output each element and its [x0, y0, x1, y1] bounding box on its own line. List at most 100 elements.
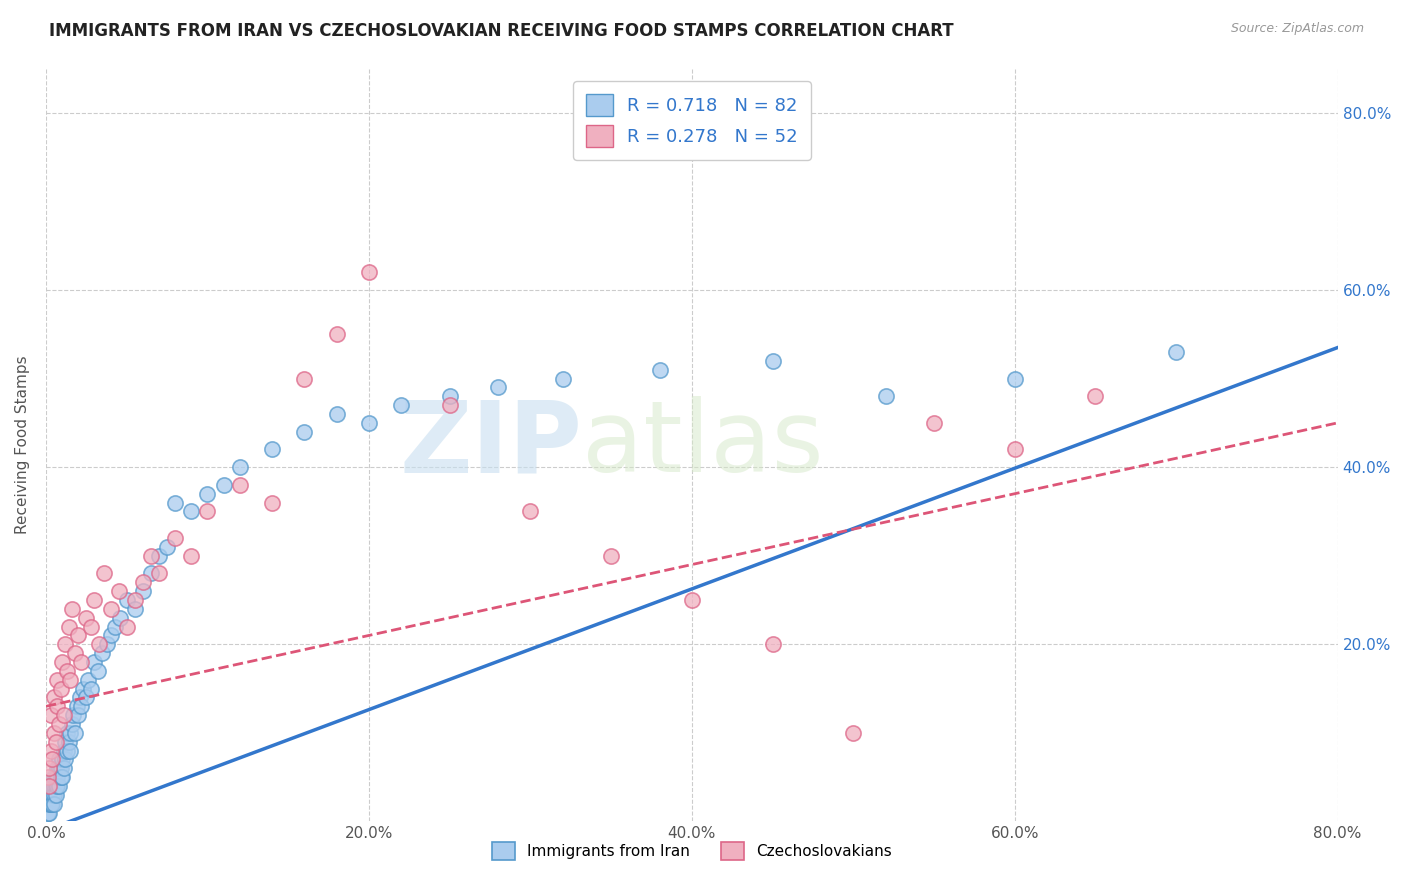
Point — [46, 673, 69, 687]
Point — [260, 495, 283, 509]
Point — [842, 726, 865, 740]
Point — [52, 708, 75, 723]
Point — [41, 788, 63, 802]
Point — [104, 619, 127, 633]
Legend: R = 0.718   N = 82, R = 0.278   N = 52: R = 0.718 N = 82, R = 0.278 N = 52 — [574, 81, 810, 160]
Point — [56, 743, 79, 757]
Point — [89, 637, 111, 651]
Point — [38, 805, 60, 820]
Point — [761, 354, 783, 368]
Point — [56, 726, 79, 740]
Point — [132, 584, 155, 599]
Point — [67, 628, 90, 642]
Point — [212, 478, 235, 492]
Point — [139, 566, 162, 581]
Point — [51, 655, 73, 669]
Point — [38, 797, 60, 811]
Point — [156, 540, 179, 554]
Point — [761, 637, 783, 651]
Point — [93, 566, 115, 581]
Point — [100, 602, 122, 616]
Point — [41, 797, 63, 811]
Point — [46, 761, 69, 775]
Point — [439, 389, 461, 403]
Point — [53, 752, 76, 766]
Point — [52, 761, 75, 775]
Point — [39, 797, 62, 811]
Point — [39, 743, 62, 757]
Point — [42, 779, 65, 793]
Point — [148, 549, 170, 563]
Point — [39, 779, 62, 793]
Point — [115, 619, 138, 633]
Point — [38, 797, 60, 811]
Point — [75, 611, 97, 625]
Point — [37, 797, 59, 811]
Point — [70, 699, 93, 714]
Point — [115, 593, 138, 607]
Point — [48, 752, 70, 766]
Point — [325, 327, 347, 342]
Text: ZIP: ZIP — [399, 396, 582, 493]
Point — [46, 779, 69, 793]
Point — [38, 788, 60, 802]
Point — [80, 619, 103, 633]
Point — [100, 628, 122, 642]
Point — [165, 531, 187, 545]
Point — [45, 770, 67, 784]
Point — [91, 646, 114, 660]
Point — [69, 690, 91, 705]
Point — [1004, 442, 1026, 457]
Point — [1004, 371, 1026, 385]
Point — [648, 362, 671, 376]
Point — [77, 673, 100, 687]
Point — [53, 735, 76, 749]
Point — [37, 770, 59, 784]
Point — [48, 761, 70, 775]
Point — [107, 584, 129, 599]
Point — [59, 673, 82, 687]
Point — [41, 779, 63, 793]
Point — [58, 619, 80, 633]
Point — [45, 779, 67, 793]
Point — [60, 717, 83, 731]
Point — [83, 593, 105, 607]
Point — [389, 398, 412, 412]
Point — [124, 593, 146, 607]
Point — [260, 442, 283, 457]
Y-axis label: Receiving Food Stamps: Receiving Food Stamps — [15, 356, 30, 534]
Point — [48, 717, 70, 731]
Point — [1084, 389, 1107, 403]
Point — [551, 371, 574, 385]
Point — [63, 726, 86, 740]
Point — [37, 805, 59, 820]
Point — [56, 664, 79, 678]
Point — [83, 655, 105, 669]
Point — [292, 425, 315, 439]
Point — [148, 566, 170, 581]
Point — [67, 708, 90, 723]
Point — [357, 416, 380, 430]
Point — [39, 797, 62, 811]
Text: atlas: atlas — [582, 396, 824, 493]
Point — [46, 699, 69, 714]
Text: Source: ZipAtlas.com: Source: ZipAtlas.com — [1230, 22, 1364, 36]
Point — [48, 779, 70, 793]
Point — [42, 797, 65, 811]
Point — [519, 504, 541, 518]
Point — [45, 735, 67, 749]
Point — [49, 681, 72, 696]
Point — [70, 655, 93, 669]
Point — [42, 690, 65, 705]
Point — [197, 504, 219, 518]
Point — [681, 593, 703, 607]
Point — [325, 407, 347, 421]
Point — [357, 265, 380, 279]
Point — [96, 637, 118, 651]
Point — [42, 770, 65, 784]
Point — [46, 770, 69, 784]
Point — [38, 779, 60, 793]
Point — [59, 743, 82, 757]
Point — [51, 752, 73, 766]
Point — [62, 708, 84, 723]
